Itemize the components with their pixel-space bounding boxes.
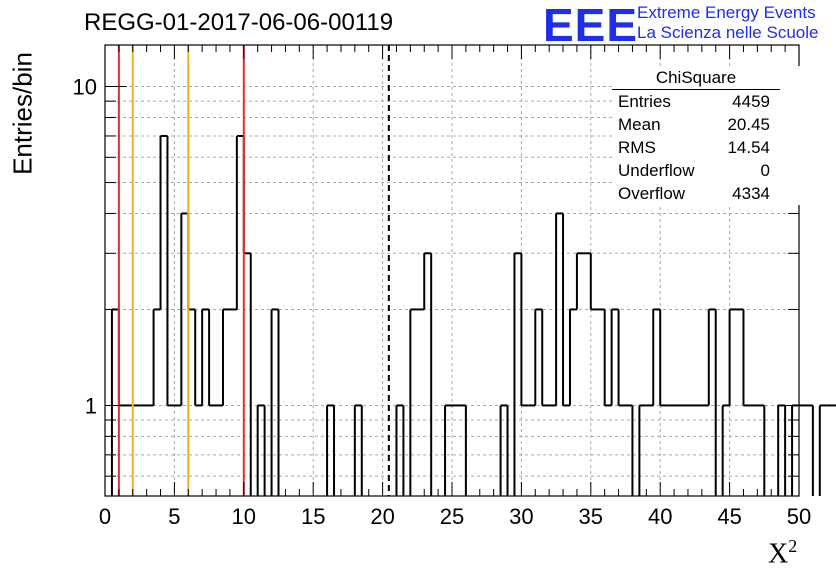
- stats-value: 4334: [732, 184, 770, 203]
- stats-value: 20.45: [727, 115, 770, 134]
- stats-value: 0: [760, 161, 770, 180]
- x-tick-label: 10: [232, 504, 256, 529]
- x-tick-label: 40: [648, 504, 672, 529]
- x-tick-label: 30: [509, 504, 533, 529]
- stats-row: Underflow 0: [612, 159, 800, 182]
- x-axis-label-superscript: 2: [788, 536, 798, 556]
- stats-row: Entries 4459: [612, 90, 800, 113]
- logo-line-2: La Scienza nelle Scuole: [637, 23, 819, 42]
- axis-tick-labels: 0 5 10 15 20 25 30 35 40 45 50 1 10: [73, 75, 812, 529]
- x-tick-label: 45: [717, 504, 741, 529]
- stats-value: 4459: [732, 92, 770, 111]
- stats-label: Underflow: [618, 161, 695, 180]
- x-tick-label: 15: [301, 504, 325, 529]
- stats-value: 14.54: [727, 138, 770, 157]
- marker-lines: [117, 45, 390, 496]
- x-axis-label: X2: [768, 536, 797, 570]
- stats-label: Overflow: [618, 184, 686, 203]
- x-tick-label: 50: [787, 504, 811, 529]
- chart-title: REGG-01-2017-06-06-00119: [84, 9, 394, 36]
- logo-line-1: Extreme Energy Events: [637, 3, 816, 22]
- stats-row: Overflow 4334: [612, 182, 800, 205]
- stats-box: ChiSquare Entries 4459 Mean 20.45 RMS 14.54…: [612, 66, 800, 205]
- x-axis-label-text: X: [768, 538, 789, 570]
- y-tick-label: 10: [73, 75, 97, 100]
- axis-ticks: [104, 45, 800, 496]
- stats-rows: Entries 4459 Mean 20.45 RMS 14.54 Underflow…: [612, 90, 800, 205]
- x-tick-label: 0: [99, 504, 111, 529]
- stats-row: RMS 14.54: [612, 136, 800, 159]
- y-tick-label: 1: [85, 393, 97, 418]
- eee-logo: EEE: [543, 0, 639, 51]
- x-tick-label: 5: [168, 504, 180, 529]
- stats-box-title: ChiSquare: [612, 66, 780, 90]
- stats-row: Mean 20.45: [612, 113, 800, 136]
- stats-label: Entries: [618, 92, 671, 111]
- x-tick-label: 35: [579, 504, 603, 529]
- grid-lines: [105, 45, 799, 496]
- stats-label: RMS: [618, 138, 656, 157]
- stats-label: Mean: [618, 115, 661, 134]
- x-tick-label: 25: [440, 504, 464, 529]
- x-tick-label: 20: [370, 504, 394, 529]
